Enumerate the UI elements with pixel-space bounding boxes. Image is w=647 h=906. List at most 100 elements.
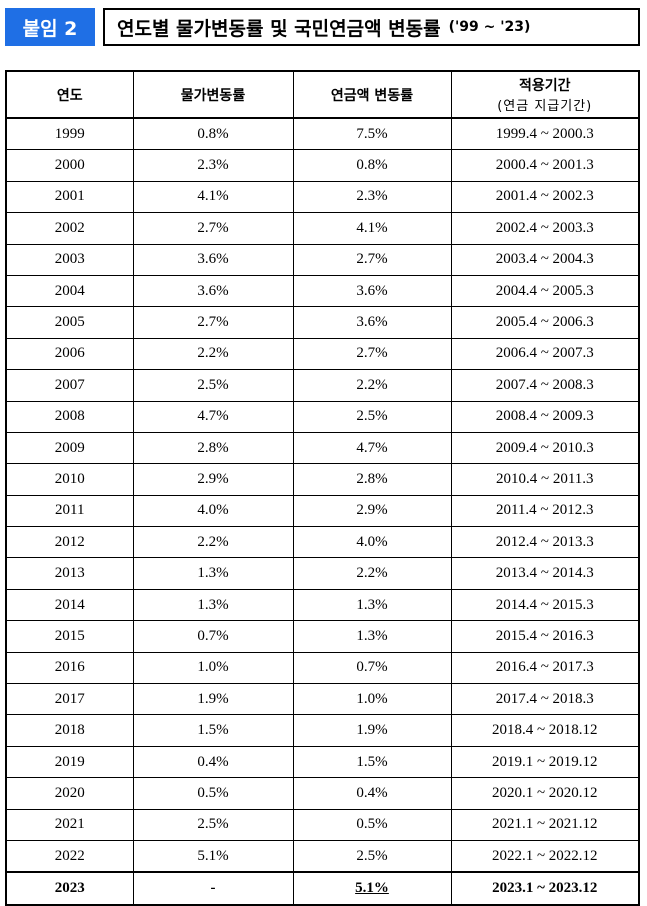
cell-text: 2.8%	[197, 439, 229, 456]
cell-text: 0.4%	[356, 784, 388, 801]
cell: 2.5%	[292, 839, 452, 873]
cell: 7.5%	[292, 117, 452, 151]
cell: 4.7%	[132, 400, 294, 433]
row: 2009 2.8% 4.7% 2009.4 ~ 2010.3	[5, 431, 640, 465]
cell-text: 2.9%	[197, 470, 229, 487]
row: 2006 2.2% 2.7% 2006.4 ~ 2007.3	[5, 337, 640, 371]
cell-text: 2000	[54, 157, 85, 174]
cell-text: 4.7%	[356, 439, 388, 456]
cell: 2020.1 ~ 2020.12	[450, 777, 640, 810]
row: 2017 1.9% 1.0% 2017.4 ~ 2018.3	[5, 683, 640, 716]
cell: 2023	[5, 871, 134, 906]
cell-text: 2011.4 ~ 2012.3	[495, 502, 594, 519]
cell-text: 2.7%	[356, 251, 388, 268]
cell: 3.6%	[132, 274, 294, 308]
cell: 2022	[5, 839, 134, 873]
cell-text: 1.0%	[197, 659, 229, 676]
cell: 2.7%	[292, 243, 452, 276]
row: 2018 1.5% 1.9% 2018.4 ~ 2018.12	[5, 714, 640, 747]
cell: 2.8%	[292, 463, 452, 496]
cell: 2.3%	[292, 180, 452, 214]
cell-text: 2002	[54, 219, 85, 236]
cell: 1.9%	[292, 714, 452, 747]
cell-text: 2021	[54, 816, 85, 833]
tag: 붙임 2	[5, 8, 95, 46]
cell-text: 2020	[54, 784, 85, 801]
cell-text: 0.4%	[197, 753, 229, 770]
cell: 2.7%	[132, 306, 294, 339]
cell: 1.3%	[132, 557, 294, 590]
cell: 4.1%	[132, 180, 294, 214]
cell-text: 2019	[54, 753, 85, 770]
cell-text: 5.1%	[197, 847, 229, 864]
cell-text: 2008	[54, 408, 85, 425]
cell: 2022.1 ~ 2022.12	[450, 839, 640, 873]
cell: 2.9%	[132, 463, 294, 496]
cell: 2016.4 ~ 2017.3	[450, 651, 640, 685]
row: 2001 4.1% 2.3% 2001.4 ~ 2002.3	[5, 180, 640, 214]
cell: 2016	[5, 651, 134, 685]
cell-text: 2.2%	[197, 533, 229, 550]
cell-text: 2012	[54, 533, 85, 550]
cell-text: 2.2%	[356, 565, 388, 582]
cell: 2012	[5, 526, 134, 559]
cell: 0.5%	[292, 808, 452, 841]
cell-text: 2.5%	[197, 376, 229, 393]
cell-text: 0.8%	[197, 125, 229, 142]
title-box: 연도별 물가변동률 및 국민연금액 변동률 ('99 ~ '23)	[103, 8, 640, 46]
cell: 2008	[5, 400, 134, 433]
cell: 2006	[5, 337, 134, 371]
cell-text: 2017	[54, 690, 85, 707]
cell: 2017.4 ~ 2018.3	[450, 683, 640, 716]
cell: 1.3%	[292, 620, 452, 653]
cell-text: 2009.4 ~ 2010.3	[495, 439, 594, 456]
cell-text: 2001	[54, 188, 85, 205]
header-text: 물가변동률	[180, 87, 246, 104]
cell-text: 2013	[54, 565, 85, 582]
header-cell: 물가변동률	[132, 70, 294, 119]
cell-text: 2004	[54, 282, 85, 299]
header-cell: 연금액 변동률	[292, 70, 452, 119]
cell-text: 2010.4 ~ 2011.3	[495, 470, 594, 487]
cell-text: 2.3%	[356, 188, 388, 205]
cell: 2001	[5, 180, 134, 214]
cell-text: 2013.4 ~ 2014.3	[495, 565, 594, 582]
cell-text: 2005	[54, 314, 85, 331]
row: 2010 2.9% 2.8% 2010.4 ~ 2011.3	[5, 463, 640, 496]
cell: 1.9%	[132, 683, 294, 716]
cell: 1.3%	[292, 588, 452, 622]
header-cell: 적용기간 (연금 지급기간)	[450, 70, 640, 119]
cell: 2003.4 ~ 2004.3	[450, 243, 640, 276]
cell-text: 2.2%	[197, 345, 229, 362]
cell-text: 2002.4 ~ 2003.3	[495, 219, 594, 236]
cell-text: 2.7%	[197, 314, 229, 331]
cell: 2012.4 ~ 2013.3	[450, 526, 640, 559]
header-note: (연금 지급기간)	[497, 99, 593, 114]
cell-text: 2006	[54, 345, 85, 362]
cell-text: 2004.4 ~ 2005.3	[495, 282, 594, 299]
cell-text: 4.0%	[356, 533, 388, 550]
cell-text: 1.0%	[356, 690, 388, 707]
cell: 0.4%	[292, 777, 452, 810]
cell: 0.7%	[292, 651, 452, 685]
cell: 2003	[5, 243, 134, 276]
cell: 4.7%	[292, 431, 452, 465]
cell-text: -	[210, 880, 216, 897]
cell-text: 2015.4 ~ 2016.3	[495, 627, 594, 644]
row: 2011 4.0% 2.9% 2011.4 ~ 2012.3	[5, 494, 640, 528]
cell: 2.5%	[132, 808, 294, 841]
row: 2013 1.3% 2.2% 2013.4 ~ 2014.3	[5, 557, 640, 590]
row: 2020 0.5% 0.4% 2020.1 ~ 2020.12	[5, 777, 640, 810]
cell: 2004	[5, 274, 134, 308]
cell: 2.2%	[132, 526, 294, 559]
cell: 2010.4 ~ 2011.3	[450, 463, 640, 496]
cell: 0.8%	[132, 117, 294, 151]
title-suffix: ('99 ~ '23)	[448, 19, 531, 35]
cell-text: 0.7%	[197, 627, 229, 644]
cell-text: 2014	[54, 596, 85, 613]
cell: 2009.4 ~ 2010.3	[450, 431, 640, 465]
cell: 2005	[5, 306, 134, 339]
cell-text: 2.8%	[356, 470, 388, 487]
cell: 2009	[5, 431, 134, 465]
cell-text: 0.7%	[356, 659, 388, 676]
